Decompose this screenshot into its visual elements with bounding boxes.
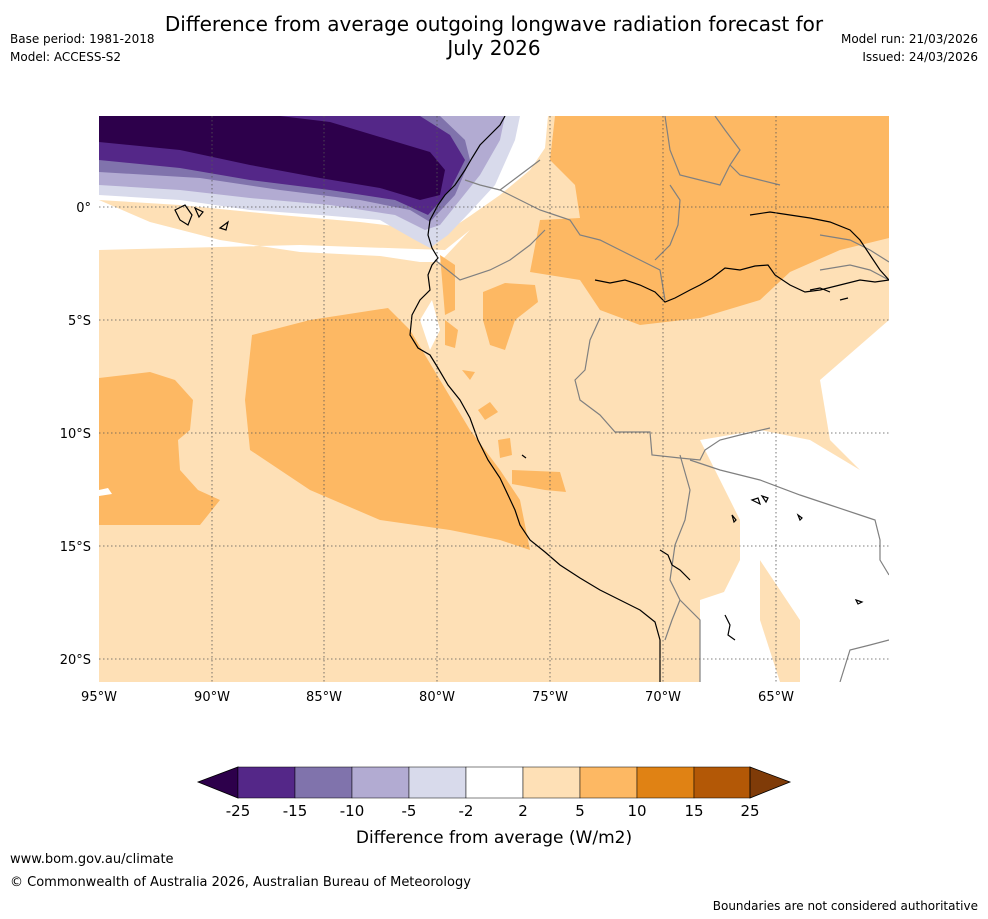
colorbar-max-arrow xyxy=(749,766,792,799)
issued-date: Issued: 24/03/2026 xyxy=(862,50,978,64)
colorbar-tick: -15 xyxy=(283,802,308,820)
title-line-2: July 2026 xyxy=(447,36,541,60)
colorbar-label: Difference from average (W/m2) xyxy=(356,828,632,848)
anomaly-below-minus-25-core xyxy=(99,116,445,200)
anomaly-5-10-patch-5 xyxy=(498,438,512,458)
anomaly-5-10-ocean-west xyxy=(99,372,220,525)
meta-right: Model run: 21/03/2026 Issued: 24/03/2026 xyxy=(841,30,978,66)
longitude-labels: 95°W 90°W 85°W 80°W 75°W 70°W 65°W xyxy=(81,690,794,705)
model-name: Model: ACCESS-S2 xyxy=(10,50,122,64)
lat-label-15s: 15°S xyxy=(60,540,91,555)
lon-label-90w: 90°W xyxy=(194,690,230,705)
anomaly-5-10-patch-4 xyxy=(478,402,498,420)
anomaly-5-10-patch-6 xyxy=(512,470,566,492)
lon-label-95w: 95°W xyxy=(81,690,117,705)
lon-label-65w: 65°W xyxy=(758,690,794,705)
anomaly-5-10-ocean-central xyxy=(245,308,530,550)
colorbar: -25 -15 -10 -5 -2 2 5 10 15 25 Differenc… xyxy=(196,766,792,848)
colorbar-tick: 5 xyxy=(575,802,585,820)
title-line-1: Difference from average outgoing longwav… xyxy=(164,12,824,36)
anomaly-5-10-patch-2 xyxy=(440,255,455,315)
anomaly-5-10-patch-1 xyxy=(483,283,538,350)
anomaly-neutral-band xyxy=(99,200,470,262)
colorbar-tick: -10 xyxy=(340,802,365,820)
base-period: Base period: 1981-2018 xyxy=(10,32,155,46)
coastlines xyxy=(174,116,889,682)
country-borders xyxy=(434,116,889,682)
lon-label-85w: 85°W xyxy=(306,690,342,705)
lat-label-0: 0° xyxy=(76,201,91,216)
colorbar-swatch-3 xyxy=(351,766,410,799)
anomaly-neutral-east xyxy=(820,320,889,470)
colorbar-swatch-5 xyxy=(465,766,524,799)
colorbar-swatch-7 xyxy=(579,766,638,799)
meta-left: Base period: 1981-2018 Model: ACCESS-S2 xyxy=(10,30,155,66)
lat-label-10s: 10°S xyxy=(60,427,91,442)
lon-label-70w: 70°W xyxy=(645,690,681,705)
anomaly-5-10-patch-7 xyxy=(462,370,475,380)
colorbar-min-arrow xyxy=(196,766,239,799)
lat-label-5s: 5°S xyxy=(68,314,91,329)
colorbar-tick: -2 xyxy=(459,802,474,820)
anomaly-neutral-patch xyxy=(99,488,112,496)
colorbar-tick: 25 xyxy=(740,802,759,820)
colorbar-swatch-1 xyxy=(237,766,296,799)
anomaly-5-10-amazon xyxy=(530,116,889,325)
colorbar-tick: 15 xyxy=(684,802,703,820)
footer-url: www.bom.gov.au/climate xyxy=(10,852,174,867)
footer-copyright: © Commonwealth of Australia 2026, Austra… xyxy=(10,875,471,890)
footer-disclaimer: Boundaries are not considered authoritat… xyxy=(712,899,978,913)
latitude-labels: 0° 5°S 10°S 15°S 20°S xyxy=(60,201,91,668)
anomaly-neutral-coast xyxy=(420,300,440,350)
lon-label-80w: 80°W xyxy=(419,690,455,705)
colorbar-swatch-4 xyxy=(408,766,467,799)
colorbar-swatch-2 xyxy=(294,766,353,799)
anomaly-neutral-southeast-2 xyxy=(740,440,889,682)
model-run: Model run: 21/03/2026 xyxy=(840,32,978,46)
colorbar-tick: -5 xyxy=(402,802,417,820)
anomaly-5-10-patch-3 xyxy=(445,320,458,348)
lon-label-75w: 75°W xyxy=(532,690,568,705)
lat-label-20s: 20°S xyxy=(60,653,91,668)
anomaly-2-5-tongue xyxy=(760,560,800,682)
colorbar-swatch-9 xyxy=(693,766,751,799)
page-title: Difference from average outgoing longwav… xyxy=(0,12,988,60)
colorbar-swatch-8 xyxy=(636,766,695,799)
colorbar-tick: 2 xyxy=(518,802,528,820)
colorbar-tick: 10 xyxy=(627,802,646,820)
colorbar-tick: -25 xyxy=(226,802,251,820)
map-panel xyxy=(99,116,889,682)
colorbar-swatch-6 xyxy=(522,766,581,799)
